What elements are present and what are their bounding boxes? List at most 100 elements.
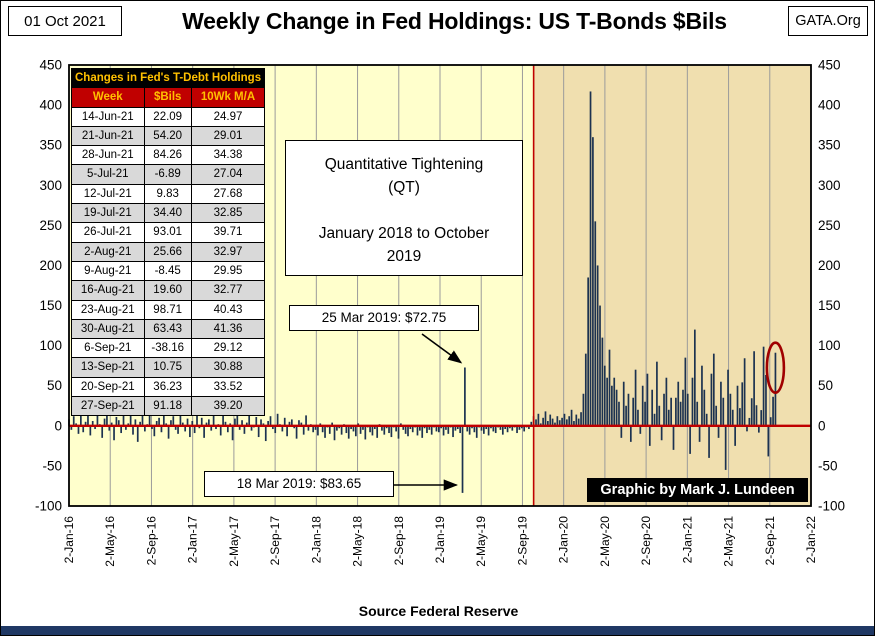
y-tick-label-left: 50 [47,378,62,393]
bar [603,365,606,426]
plot-border [68,64,812,507]
bar [91,421,94,426]
bar [580,412,582,426]
bar [312,425,315,433]
table-cell: 29.01 [190,125,266,147]
table-row: 5-Jul-21 -6.89 27.04 [71,164,266,185]
bar [336,425,338,431]
table-row: 23-Aug-21 98.71 40.43 [71,299,266,320]
bar [739,408,741,426]
bar [101,425,104,438]
bar [769,417,772,426]
bar [333,425,336,441]
bar [376,425,379,438]
table-cell: 13-Sep-21 [71,357,145,378]
bar [715,405,718,426]
bar [226,425,229,433]
table-cell: 41.36 [190,318,266,340]
column-header-ma: 10Wk M/A [190,87,266,108]
bar [717,425,720,438]
x-tick-label: 2-Sep-19 [515,516,529,566]
bar [129,414,132,426]
bar [416,425,419,436]
bar [705,413,708,426]
bar [475,425,478,438]
qt-line2: (QT) [388,179,420,197]
bar [243,425,246,434]
bar [660,425,663,441]
bar [281,425,284,432]
table-row: 21-Jun-21 54.20 29.01 [71,125,266,147]
bar [120,425,122,434]
bar [499,425,502,430]
qt-line3: January 2018 to October 2019 [318,224,490,265]
bar [703,389,706,426]
y-tick-label-right: 250 [818,218,841,233]
bar [255,417,258,426]
bar [345,425,348,434]
bar [490,425,492,429]
bar [423,425,426,429]
table-cell: 19.60 [143,280,192,301]
table-cell: 19-Jul-21 [71,203,145,224]
bar [639,425,642,434]
table-row: 2-Aug-21 25.66 32.97 [71,241,266,262]
x-tick-label: 2-Jan-20 [557,516,571,564]
bar [644,401,646,426]
bar [191,421,194,426]
bar [473,425,476,433]
bar [582,393,585,426]
bar [276,413,279,426]
y-tick-label-right: 200 [818,258,841,273]
bar [746,425,748,432]
bar [551,418,554,426]
bar [170,420,172,426]
bar [722,397,725,426]
x-tick-label: 2-Jan-19 [433,516,447,564]
bar [468,425,471,435]
bar [523,425,526,432]
bar [501,425,504,435]
bar [371,425,374,436]
bar [89,425,92,436]
bar [260,419,262,426]
bar [518,425,521,430]
bar [452,425,454,438]
bar [165,423,168,426]
bar [307,425,310,431]
x-tick-label: 2-May-18 [351,516,365,567]
bar [362,425,364,430]
bar [629,425,632,442]
bar [305,415,307,426]
bar [411,425,414,433]
table-cell: 32.97 [190,241,266,262]
bar [651,389,654,426]
bar [350,425,352,430]
y-tick-label-right: -100 [818,499,845,514]
bar [134,419,137,426]
table-cell: 20-Sep-21 [71,376,145,398]
bar [622,381,625,426]
table-cell: 54.20 [143,125,192,147]
bar [494,425,497,434]
y-tick-label-right: 350 [818,138,841,153]
table-cell: 12-Jul-21 [71,183,145,205]
bar [77,425,80,434]
bar [528,425,530,430]
table-cell: 93.01 [143,222,192,243]
bar [563,413,566,426]
table-cell: 24.97 [190,106,266,127]
y-tick-label-left: 350 [39,138,62,153]
bar [724,425,727,470]
bar [364,425,367,440]
table-cell: 14-Jun-21 [71,106,145,127]
bar [556,416,559,426]
bar [359,425,362,434]
bar [596,265,599,426]
bar [561,417,563,426]
bar [464,367,466,426]
bar [762,346,765,426]
bar [480,425,483,431]
qt-line1: Quantitative Tightening [324,156,484,173]
x-tick-label: 2-Sep-16 [144,516,158,566]
